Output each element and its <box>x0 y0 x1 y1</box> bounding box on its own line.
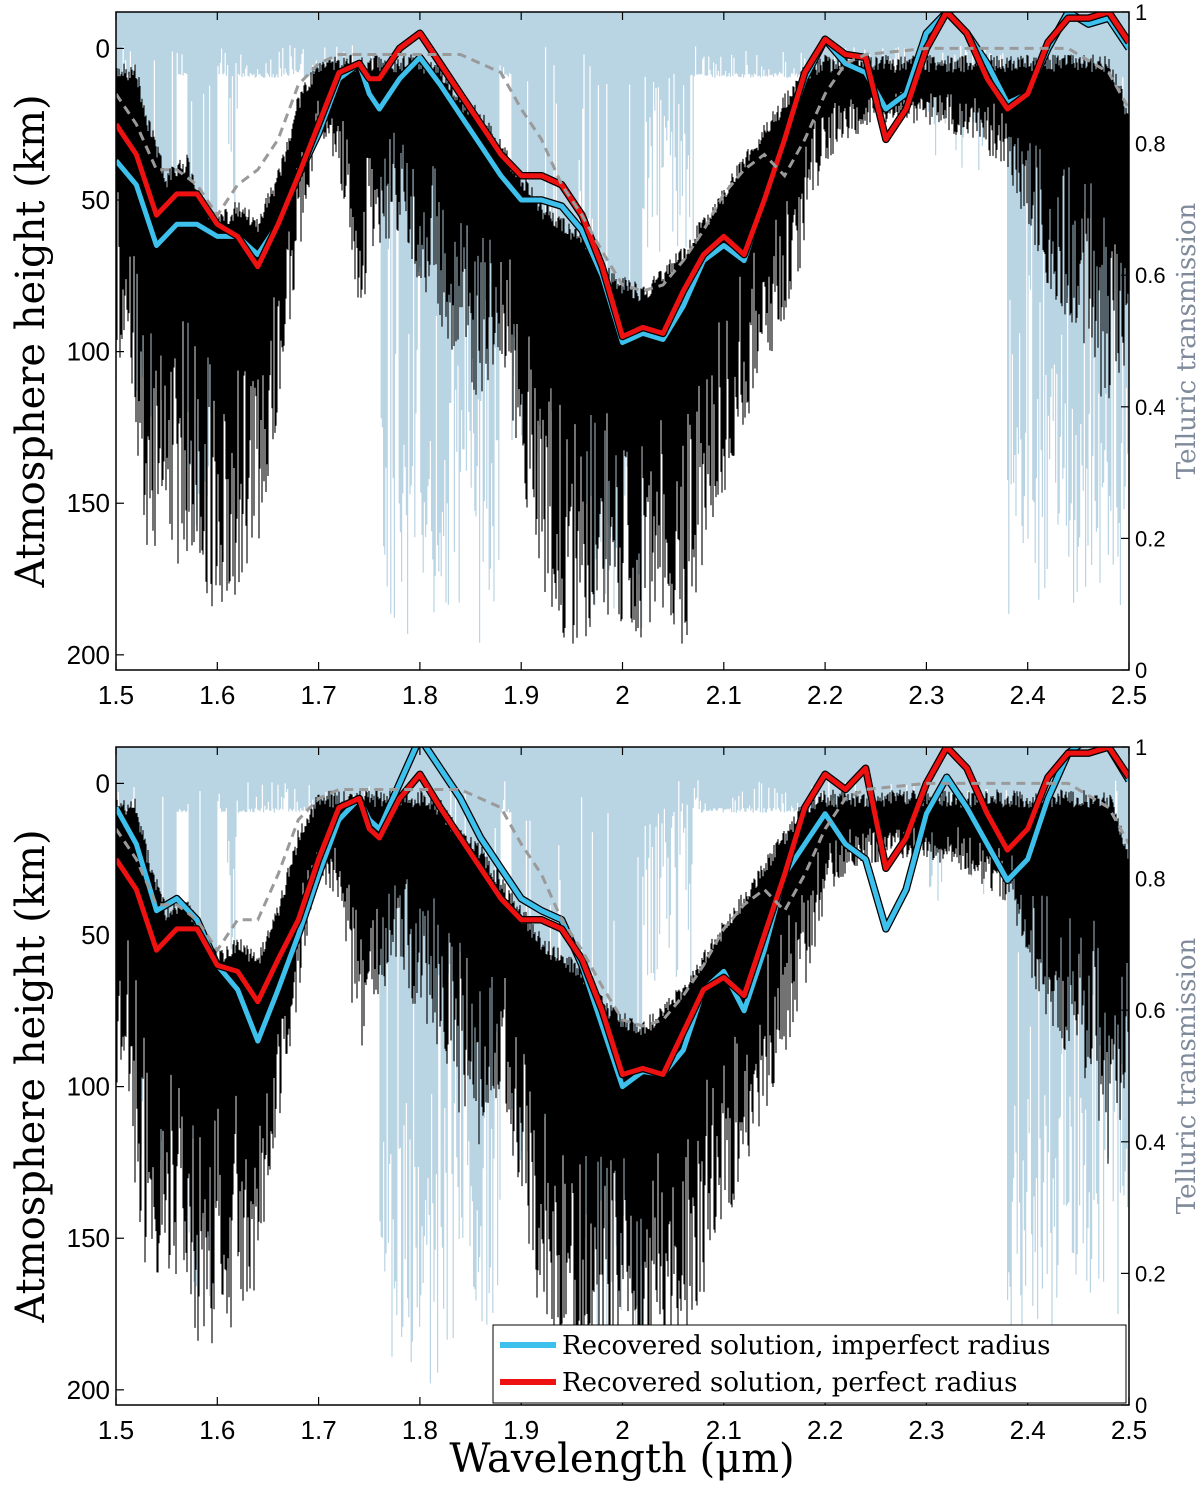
series-perfect <box>116 12 1129 339</box>
y-tick-label: 100 <box>67 1072 110 1102</box>
right-tick-label: 1 <box>1135 735 1147 760</box>
y-tick-label: 0 <box>96 768 110 798</box>
x-tick-label: 1.6 <box>199 680 235 710</box>
legend: Recovered solution, imperfect radius Rec… <box>492 1324 1127 1404</box>
right-tick-label: 0.6 <box>1135 263 1166 288</box>
y-tick-label: 50 <box>81 185 110 215</box>
x-tick-label: 1.7 <box>301 1415 337 1445</box>
right-tick-label: 1 <box>1135 0 1147 25</box>
right-tick-label: 0.2 <box>1135 526 1166 551</box>
x-tick-label: 1.8 <box>402 1415 438 1445</box>
top-panel: 1.5 1.6 1.7 1.8 1.9 2 2.1 2.2 2.3 2.4 2.5050100150… <box>8 0 1200 710</box>
x-tick-label: 1.8 <box>402 680 438 710</box>
x-tick-label: 2.2 <box>807 1415 843 1445</box>
recovered-lines <box>116 12 1129 347</box>
x-tick-label: 1.5 <box>98 1415 134 1445</box>
x-tick-label: 2.3 <box>908 1415 944 1445</box>
x-tick-label: 2.4 <box>1010 680 1046 710</box>
right-axis-title: Telluric transmission <box>1172 938 1200 1215</box>
x-tick-label: 2.3 <box>908 680 944 710</box>
telluric-transmission-band <box>116 747 1129 1384</box>
legend-label-perfect: Recovered solution, perfect radius <box>562 1368 1017 1398</box>
right-tick-label: 0.6 <box>1135 998 1166 1023</box>
series-dashed <box>116 46 1129 293</box>
x-tick-label: 1.9 <box>503 680 539 710</box>
telluric-band-lines <box>116 747 1129 1384</box>
series-imperfect <box>116 747 1129 1090</box>
y-axis-title: Atmosphere height (km) <box>8 94 54 588</box>
telluric-transmission-band <box>116 12 1129 643</box>
axes: 1.5 1.6 1.7 1.8 1.9 2 2.1 2.2 2.3 2.4 2.5050100150… <box>67 735 1166 1445</box>
telluric-band-lines <box>116 12 1129 643</box>
y-tick-label: 100 <box>67 337 110 367</box>
y-tick-label: 150 <box>67 488 110 518</box>
x-tick-label: 1.9 <box>503 1415 539 1445</box>
right-tick-label: 0 <box>1135 658 1147 683</box>
right-tick-label: 0.2 <box>1135 1261 1166 1286</box>
x-tick-label: 2 <box>615 1415 629 1445</box>
series-dashed <box>116 781 1129 1028</box>
spectrum-band-lines <box>116 789 1129 1376</box>
x-tick-label: 2.5 <box>1111 1415 1147 1445</box>
legend-box <box>492 1324 1127 1404</box>
axes: 1.5 1.6 1.7 1.8 1.9 2 2.1 2.2 2.3 2.4 2.5050100150… <box>67 0 1166 710</box>
right-axis-title: Telluric transmission <box>1172 203 1200 480</box>
right-tick-label: 0 <box>1135 1393 1147 1418</box>
y-tick-label: 50 <box>81 920 110 950</box>
x-axis-title: Wavelength (μm) <box>449 1436 794 1482</box>
x-tick-label: 2.5 <box>1111 680 1147 710</box>
x-tick-label: 2.4 <box>1010 1415 1046 1445</box>
spectrum-band-lines <box>116 54 1129 644</box>
y-tick-label: 200 <box>67 640 110 670</box>
spectrum-band <box>116 54 1129 644</box>
right-tick-label: 0.4 <box>1135 395 1166 420</box>
right-tick-label: 0.8 <box>1135 132 1166 157</box>
bottom-panel: 1.5 1.6 1.7 1.8 1.9 2 2.1 2.2 2.3 2.4 2.5050100150… <box>8 735 1200 1482</box>
legend-label-imperfect: Recovered solution, imperfect radius <box>562 1331 1050 1361</box>
x-tick-label: 1.6 <box>199 1415 235 1445</box>
right-tick-label: 0.8 <box>1135 867 1166 892</box>
spectrum-band <box>116 789 1129 1376</box>
y-axis-title: Atmosphere height (km) <box>8 829 54 1323</box>
series-perfect <box>116 747 1129 1077</box>
x-tick-label: 1.7 <box>301 680 337 710</box>
x-tick-label: 2.1 <box>706 1415 742 1445</box>
y-tick-label: 0 <box>96 33 110 63</box>
x-tick-label: 1.5 <box>98 680 134 710</box>
recovered-lines <box>116 747 1129 1091</box>
x-tick-label: 2 <box>615 680 629 710</box>
y-tick-label: 150 <box>67 1223 110 1253</box>
y-tick-label: 200 <box>67 1375 110 1405</box>
x-tick-label: 2.1 <box>706 680 742 710</box>
right-tick-label: 0.4 <box>1135 1130 1166 1155</box>
x-tick-label: 2.2 <box>807 680 843 710</box>
